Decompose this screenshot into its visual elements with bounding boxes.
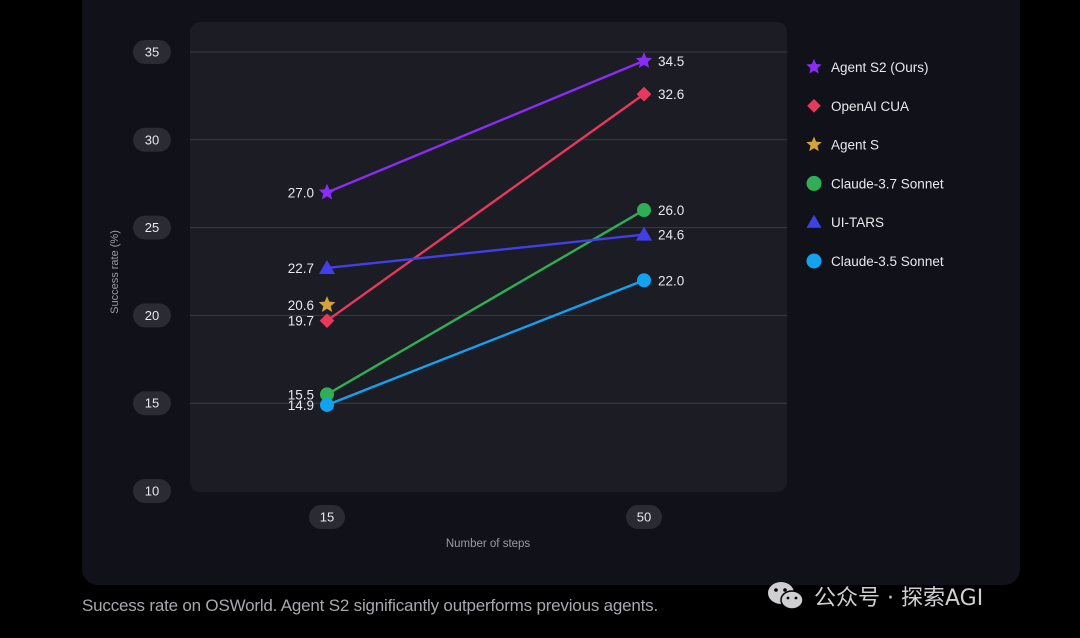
series-line-claude-3-5-sonnet	[326, 279, 645, 407]
data-point-openai-cua	[636, 86, 652, 102]
legend-marker-agent-s2-ours	[806, 58, 822, 74]
data-label-agent-s2-ours: 27.0	[288, 185, 314, 200]
wechat-icon	[768, 582, 804, 610]
data-point-ui-tars	[318, 259, 336, 275]
data-label-ui-tars: 24.6	[658, 228, 684, 243]
y-tick-pill	[133, 303, 171, 328]
watermark-text: 公众号 · 探索AGI	[814, 586, 984, 611]
data-point-agent-s2-ours	[318, 183, 336, 200]
legend-label-agent-s2-ours: Agent S2 (Ours)	[831, 60, 929, 75]
data-label-claude-3-7-sonnet: 15.5	[288, 387, 314, 402]
data-point-claude-3-5-sonnet	[320, 397, 334, 412]
series-agent-s2-ours: 27.0 34.5	[288, 54, 685, 201]
legend-marker-openai-cua	[807, 98, 821, 113]
x-axis-label: Number of steps	[446, 538, 531, 550]
watermark: 公众号 · 探索AGI	[766, 580, 983, 612]
legend-label-openai-cua: OpenAI CUA	[831, 99, 909, 114]
data-label-ui-tars: 22.7	[288, 261, 314, 276]
legend-marker-ui-tars	[806, 214, 822, 228]
series-line-agent-s2-ours	[326, 59, 645, 194]
y-tick-label: 10	[145, 484, 159, 499]
series-agent-s: 20.6	[288, 298, 314, 313]
legend-label-claude-3-7-sonnet: Claude-3.7 Sonnet	[831, 176, 944, 191]
x-tick-label: 15	[320, 510, 334, 525]
y-tick-pill	[133, 215, 171, 240]
y-tick-label: 30	[145, 132, 159, 147]
y-tick-pill	[133, 127, 171, 152]
data-label-claude-3-5-sonnet: 22.0	[658, 273, 684, 288]
data-label-openai-cua: 19.7	[288, 314, 314, 329]
legend-marker-agent-s	[806, 136, 822, 152]
data-point-claude-3-5-sonnet	[637, 273, 651, 288]
y-tick-label: 15	[145, 396, 159, 411]
legend-label-claude-3-5-sonnet: Claude-3.5 Sonnet	[831, 254, 944, 269]
plot-area	[190, 22, 787, 492]
series-ui-tars: 22.7 24.6	[288, 228, 685, 276]
data-label-agent-s: 20.6	[288, 298, 314, 313]
data-label-openai-cua: 32.6	[658, 87, 684, 102]
y-axis-label: Success rate (%)	[109, 230, 121, 314]
data-point-claude-3-7-sonnet	[637, 203, 651, 218]
legend-marker-claude-3-7-sonnet	[806, 175, 822, 191]
y-tick-label: 20	[145, 308, 159, 323]
y-tick-pill	[133, 479, 171, 503]
series-line-openai-cua	[326, 93, 645, 322]
series-line-ui-tars	[326, 233, 645, 270]
data-label-claude-3-7-sonnet: 26.0	[658, 203, 684, 218]
series-openai-cua: 19.7 32.6	[288, 87, 685, 329]
y-tick-pill	[133, 40, 171, 64]
series-claude-3-5-sonnet: 14.9 22.0	[288, 273, 685, 413]
data-point-agent-s2-ours	[635, 52, 653, 68]
data-point-ui-tars	[635, 226, 653, 241]
y-tick-label: 25	[145, 220, 159, 235]
data-label-claude-3-5-sonnet: 14.9	[288, 398, 314, 413]
x-tick-pill	[626, 505, 662, 529]
data-point-agent-s	[318, 296, 336, 312]
data-point-openai-cua	[319, 313, 335, 329]
chart-caption: Success rate on OSWorld. Agent S2 signif…	[82, 596, 659, 615]
data-point-claude-3-7-sonnet	[320, 387, 334, 402]
x-tick-pill	[309, 505, 345, 529]
data-label-agent-s2-ours: 34.5	[658, 54, 684, 69]
legend-marker-claude-3-5-sonnet	[806, 253, 822, 269]
legend-label-ui-tars: UI-TARS	[831, 215, 884, 230]
x-tick-label: 50	[637, 510, 651, 525]
y-tick-label: 35	[145, 45, 159, 60]
y-tick-pill	[133, 391, 171, 416]
legend-label-agent-s: Agent S	[831, 138, 879, 153]
